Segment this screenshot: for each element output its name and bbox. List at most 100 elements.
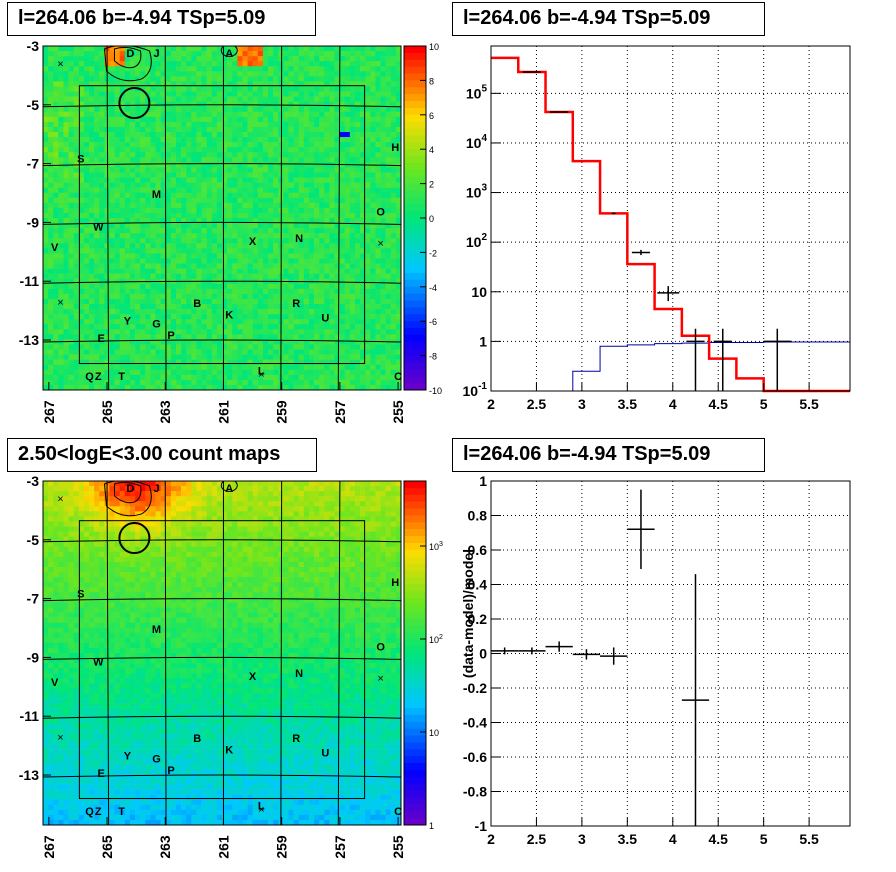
heatmap-cell <box>237 298 243 305</box>
heatmap-cell <box>140 369 146 376</box>
heatmap-cell <box>365 319 371 325</box>
heatmap-cell <box>252 233 259 239</box>
heatmap-cell <box>89 283 95 290</box>
heatmap-cell <box>370 101 376 108</box>
heatmap-cell <box>170 384 177 390</box>
heatmap-cell <box>273 309 279 315</box>
heatmap-cell <box>160 126 167 133</box>
heatmap-cell <box>365 106 371 113</box>
heatmap-cell <box>119 207 126 214</box>
heatmap-cell <box>58 202 64 209</box>
heatmap-cell <box>160 369 167 376</box>
heatmap-cell <box>303 177 310 183</box>
heatmap-cell <box>349 304 356 310</box>
heatmap-cell <box>211 223 218 229</box>
heatmap-cell <box>109 263 115 269</box>
heatmap-cell <box>222 142 228 148</box>
heatmap-cell <box>206 339 213 345</box>
heatmap-cell <box>124 304 131 310</box>
heatmap-cell <box>324 66 330 72</box>
heatmap-cell <box>145 147 151 153</box>
colorbar-segment <box>404 307 426 315</box>
heatmap-cell <box>140 298 146 305</box>
heatmap-cell <box>354 71 361 77</box>
heatmap-cell <box>283 116 289 123</box>
heatmap-cell <box>186 273 192 280</box>
heatmap-cell <box>237 46 243 52</box>
heatmap-cell <box>43 329 49 335</box>
heatmap-cell <box>181 324 187 330</box>
heatmap-cell <box>308 369 315 376</box>
heatmap-cell <box>140 263 146 269</box>
heatmap-cell <box>99 379 105 386</box>
heatmap-cell <box>278 51 284 57</box>
heatmap-cell <box>385 177 392 183</box>
heatmap-cell <box>385 167 392 173</box>
heatmap-cell <box>268 339 274 345</box>
heatmap-cell <box>216 142 223 148</box>
heatmap-cell <box>293 298 300 305</box>
heatmap-cell <box>43 354 49 360</box>
heatmap-cell <box>124 126 131 133</box>
heatmap-cell <box>247 172 253 178</box>
heatmap-cell <box>191 258 197 264</box>
heatmap-cell <box>181 364 187 371</box>
heatmap-cell <box>262 56 269 62</box>
heatmap-cell <box>390 66 397 72</box>
heatmap-cell <box>83 91 90 97</box>
heatmap-cell <box>175 86 182 92</box>
heatmap-cell <box>53 76 59 82</box>
heatmap-cell <box>211 253 218 259</box>
heatmap-cell <box>252 101 259 108</box>
heatmap-cell <box>247 283 253 290</box>
heatmap-cell <box>349 218 356 224</box>
heatmap-cell <box>242 106 248 113</box>
heatmap-cell <box>104 283 110 290</box>
heatmap-cell <box>314 243 320 249</box>
heatmap-cell <box>53 56 59 62</box>
heatmap-cell <box>165 197 172 204</box>
heatmap-cell <box>68 364 74 371</box>
heatmap-cell <box>114 111 121 118</box>
heatmap-cell <box>227 293 233 300</box>
heatmap-cell <box>232 379 238 386</box>
heatmap-cell <box>89 233 95 239</box>
heatmap-cell <box>145 248 151 254</box>
heatmap-cell <box>145 293 151 300</box>
heatmap-cell <box>155 137 161 143</box>
heatmap-cell <box>155 106 161 113</box>
heatmap-cell <box>124 177 131 183</box>
heatmap-cell <box>247 288 253 295</box>
heatmap-cell <box>262 349 269 355</box>
heatmap-cell <box>78 243 85 249</box>
heatmap-cell <box>242 238 248 244</box>
heatmap-cell <box>206 197 213 204</box>
heatmap-cell <box>150 354 156 360</box>
heatmap-cell <box>375 167 381 173</box>
heatmap-cell <box>375 329 381 335</box>
heatmap-cell <box>334 162 340 168</box>
heatmap-cell <box>48 238 54 244</box>
heatmap-cell <box>83 374 90 381</box>
heatmap-cell <box>262 263 269 269</box>
heatmap-cell <box>43 314 49 320</box>
heatmap-cell <box>129 223 136 229</box>
heatmap-cell <box>242 314 248 320</box>
heatmap-cell <box>334 157 340 163</box>
heatmap-cell <box>191 56 197 62</box>
heatmap-cell <box>196 324 202 330</box>
heatmap-cell <box>354 167 361 173</box>
heatmap-cell <box>196 167 202 173</box>
heatmap-cell <box>308 46 315 52</box>
heatmap-cell <box>155 374 161 381</box>
heatmap-cell <box>375 86 381 92</box>
heatmap-cell <box>211 344 218 350</box>
heatmap-cell <box>83 339 90 345</box>
heatmap-cell <box>232 263 238 269</box>
heatmap-cell <box>354 147 361 153</box>
heatmap-cell <box>170 46 177 52</box>
heatmap-cell <box>155 298 161 305</box>
heatmap-cell <box>268 268 274 274</box>
heatmap-cell <box>319 157 325 163</box>
heatmap-cell <box>303 374 310 381</box>
